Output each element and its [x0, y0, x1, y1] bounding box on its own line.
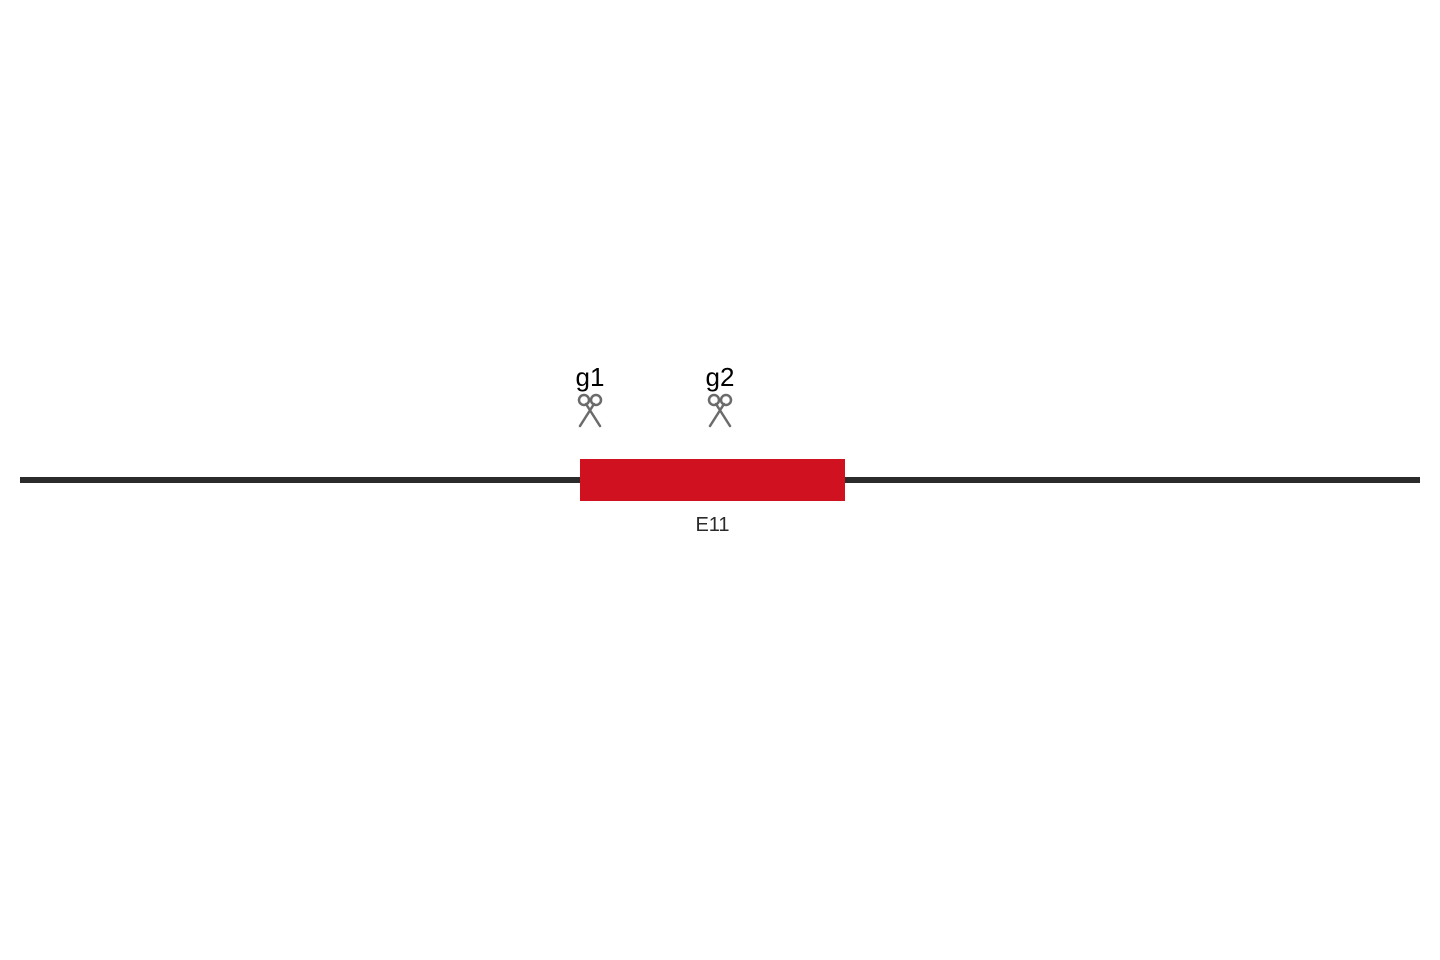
- exon-label: E11: [695, 514, 729, 536]
- guide-label-g2: g2: [706, 362, 735, 392]
- exon-box: [580, 459, 845, 501]
- guide-label-g1: g1: [576, 362, 605, 392]
